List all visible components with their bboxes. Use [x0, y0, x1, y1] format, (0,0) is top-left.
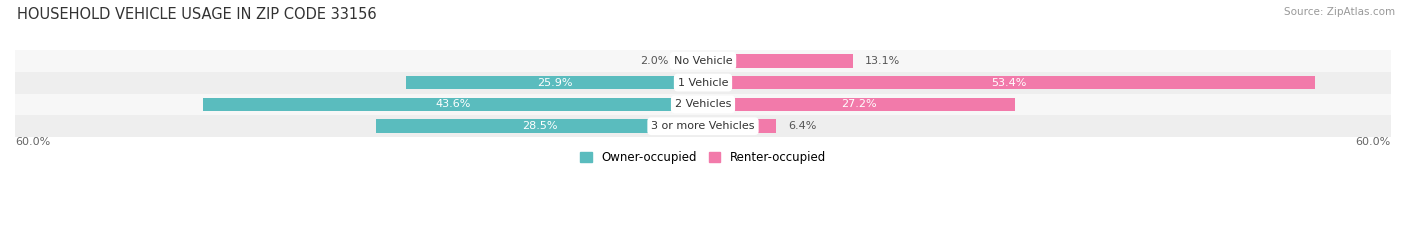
Text: 60.0%: 60.0%: [15, 137, 51, 147]
Bar: [703, 98, 1015, 111]
Text: No Vehicle: No Vehicle: [673, 56, 733, 66]
Text: 6.4%: 6.4%: [787, 121, 817, 131]
Text: 60.0%: 60.0%: [1355, 137, 1391, 147]
Text: 27.2%: 27.2%: [841, 99, 877, 110]
Text: Source: ZipAtlas.com: Source: ZipAtlas.com: [1284, 7, 1395, 17]
Bar: [15, 50, 1391, 72]
Bar: [15, 115, 1391, 137]
Bar: [703, 120, 776, 133]
Text: 53.4%: 53.4%: [991, 78, 1026, 88]
Text: 3 or more Vehicles: 3 or more Vehicles: [651, 121, 755, 131]
Text: 43.6%: 43.6%: [436, 99, 471, 110]
Bar: [15, 72, 1391, 93]
Bar: [15, 93, 1391, 115]
Bar: [681, 54, 703, 68]
Text: 28.5%: 28.5%: [522, 121, 557, 131]
Bar: [406, 76, 703, 89]
Bar: [703, 54, 853, 68]
Bar: [377, 120, 703, 133]
Text: HOUSEHOLD VEHICLE USAGE IN ZIP CODE 33156: HOUSEHOLD VEHICLE USAGE IN ZIP CODE 3315…: [17, 7, 377, 22]
Text: 2.0%: 2.0%: [640, 56, 669, 66]
Legend: Owner-occupied, Renter-occupied: Owner-occupied, Renter-occupied: [579, 151, 827, 164]
Text: 13.1%: 13.1%: [865, 56, 900, 66]
Bar: [202, 98, 703, 111]
Bar: [703, 76, 1316, 89]
Text: 2 Vehicles: 2 Vehicles: [675, 99, 731, 110]
Text: 1 Vehicle: 1 Vehicle: [678, 78, 728, 88]
Text: 25.9%: 25.9%: [537, 78, 572, 88]
